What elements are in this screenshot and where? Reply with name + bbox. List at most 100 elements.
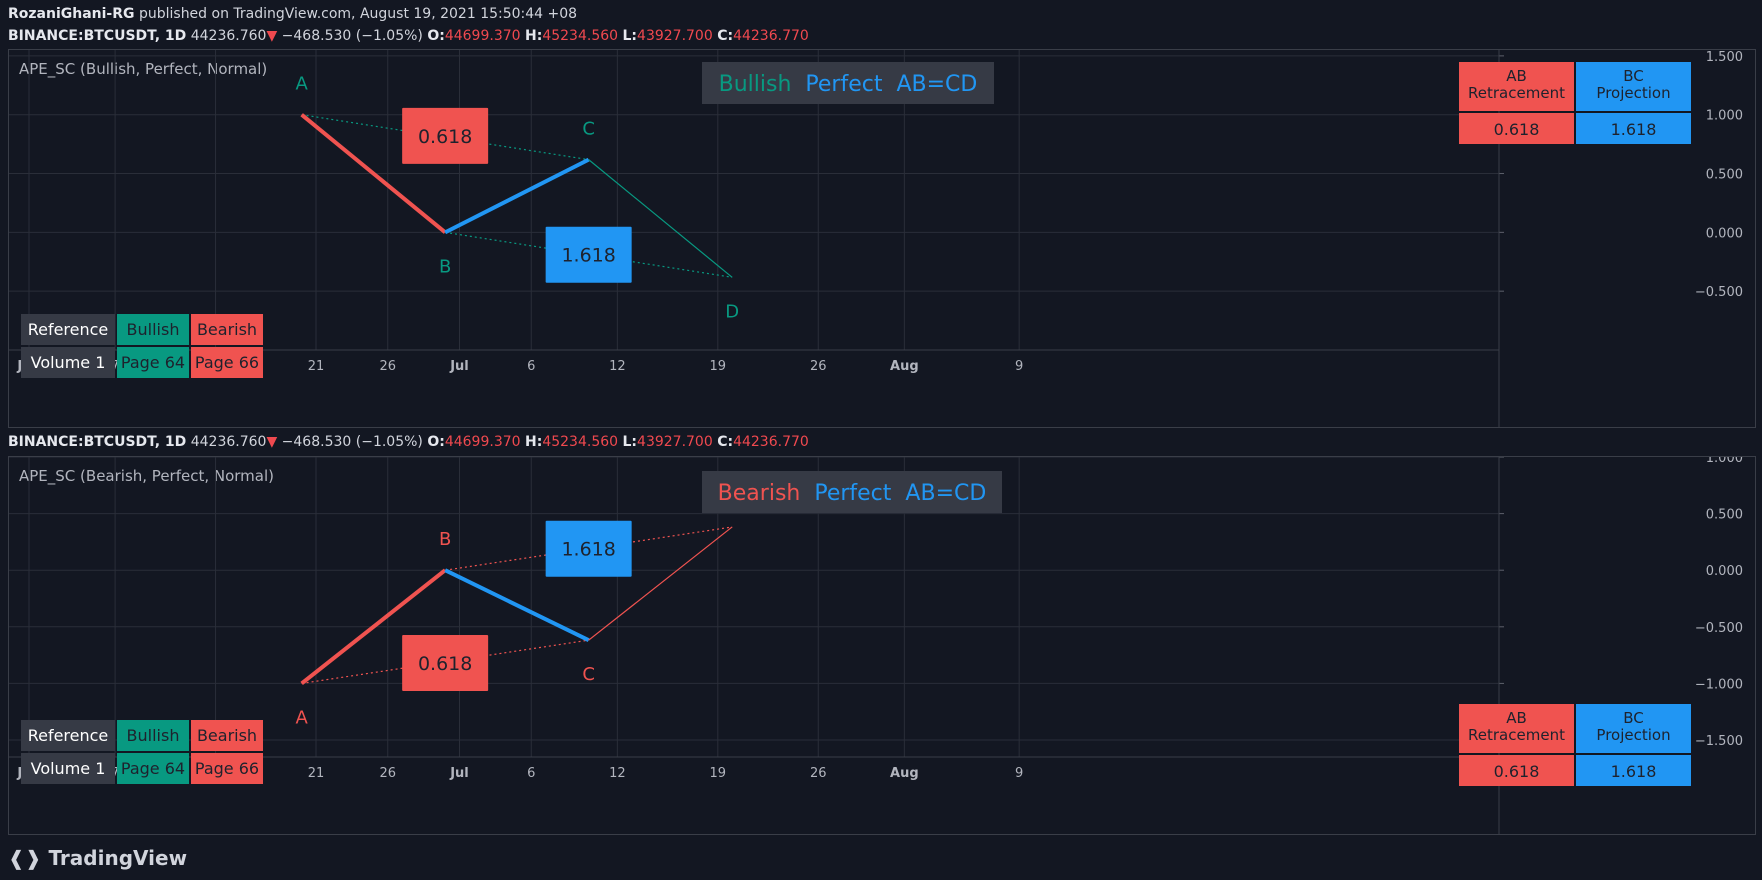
x-tick-label: 7 [111,766,119,781]
x-tick-label: Aug [890,766,919,781]
high-label: H: [525,434,543,450]
low-value: 43927.700 [637,434,713,450]
banner-word: AB=CD [905,481,986,506]
leg-cd [588,159,733,278]
ref-table-text: Bearish [197,726,257,745]
x-tick-label: 9 [1015,359,1023,374]
x-tick-label: 21 [308,359,325,374]
ratio-box [545,226,632,283]
x-tick-label: 26 [810,359,827,374]
x-tick-label: 26 [810,766,827,781]
leg-cd [588,526,733,641]
symbol-line-bottom: BINANCE:BTCUSDT, 1D 44236.760▼ −468.530 … [8,434,809,450]
banner-word: Bullish [719,72,792,97]
ratio-label: 1.618 [561,539,615,561]
x-tick-label: 12 [609,766,626,781]
info-table-header-text: AB [1506,709,1527,727]
point-label-a: A [295,74,308,95]
ref-table-cell [21,314,115,345]
symbol-name[interactable]: BINANCE:BTCUSDT, 1D [8,434,187,450]
symbol-price: 44236.760 [190,28,267,44]
ref-table-cell [117,347,189,378]
ref-table-cell [191,347,263,378]
tradingview-logo[interactable]: ❰❱ TradingView [8,846,187,870]
ref-table-text: Reference [28,320,109,339]
point-label-a: A [295,707,308,728]
low-label: L: [622,28,638,44]
info-table-value-cell [1459,113,1574,144]
indicator-title[interactable]: APE_SC (Bearish, Perfect, Normal) [19,467,275,485]
symbol-change: −468.530 (−1.05%) [281,434,423,450]
leg-bc [444,157,590,235]
ref-table-text: Bullish [127,726,180,745]
ref-table-text: Volume 1 [31,353,106,372]
info-table-header-text: Retracement [1468,726,1565,744]
info-table-header-cell [1576,704,1691,753]
chart-svg-bullish: Jun7142126Jul6121926Aug91.5001.0000.5000… [9,50,1743,427]
ref-table-cell [117,314,189,345]
banner-word: Perfect [814,481,891,506]
chart-panel-bullish[interactable]: APE_SC (Bullish, Perfect, Normal) Jun714… [8,49,1756,428]
y-tick-label: 0.500 [1706,508,1743,523]
info-table-header-cell [1459,62,1574,111]
publisher-user[interactable]: RozaniGhani-RG [8,6,135,22]
ref-table-text: Volume 1 [31,759,106,778]
ratio-box [545,520,632,577]
symbol-line-top: BINANCE:BTCUSDT, 1D 44236.760▼ −468.530 … [8,28,809,44]
ref-table-cell [21,347,115,378]
ref-table-cell [21,720,115,751]
ratio-box [402,107,489,164]
close-value: 44236.770 [733,434,809,450]
banner-word: Perfect [805,72,882,97]
chart-panel-bearish[interactable]: APE_SC (Bearish, Perfect, Normal) Jun714… [8,456,1756,835]
ratio-label: 1.618 [561,245,615,267]
leg-ab [300,113,447,234]
close-label: C: [717,434,734,450]
high-value: 45234.560 [542,28,619,44]
point-label-b: B [439,529,451,550]
y-tick-label: 0.000 [1706,564,1743,579]
info-table-value-text: 1.618 [1611,120,1657,139]
symbol-price: 44236.760 [190,434,267,450]
x-tick-label: 21 [308,766,325,781]
info-table-header-text: BC [1623,67,1644,85]
pattern-banner-text: Bearish Perfect AB=CD [718,481,987,506]
ref-table-cell [117,753,189,784]
indicator-title[interactable]: APE_SC (Bullish, Perfect, Normal) [19,60,268,78]
y-tick-label: 1.000 [1706,109,1743,124]
banner-word: AB=CD [896,72,977,97]
y-tick-label: −0.500 [1695,621,1743,636]
down-arrow-icon: ▼ [266,28,278,44]
pattern-banner [702,471,1002,513]
point-label-b: B [439,256,451,277]
y-tick-label: 0.500 [1706,168,1743,183]
info-table-header-text: BC [1623,709,1644,727]
y-tick-label: 0.000 [1706,226,1743,241]
info-table-value-cell [1459,755,1574,786]
ref-table-cell [191,753,263,784]
ref-table-cell [117,720,189,751]
info-table-header-cell [1459,704,1574,753]
ref-table-text: Page 66 [195,353,259,372]
y-tick-label: 1.500 [1706,50,1743,65]
ratio-label: 0.618 [418,126,472,148]
x-tick-label: 9 [1015,766,1023,781]
info-table-header-text: Retracement [1468,84,1565,102]
point-label-c: C [582,664,595,685]
ref-table-cell [21,753,115,784]
leg-bc [444,568,590,642]
brand-text: TradingView [48,846,188,870]
info-table-header-text: AB [1506,67,1527,85]
open-label: O: [427,28,445,44]
y-tick-label: −1.500 [1695,734,1743,749]
info-table-header-text: Projection [1596,84,1670,102]
leg-ab [300,568,447,685]
x-tick-label: 26 [379,359,396,374]
ref-table-text: Page 64 [121,353,185,372]
x-tick-label: 12 [609,359,626,374]
pattern-banner-text: Bullish Perfect AB=CD [719,72,978,97]
symbol-name[interactable]: BINANCE:BTCUSDT, 1D [8,28,187,44]
x-tick-label: 6 [527,766,535,781]
info-table-header-text: Projection [1596,726,1670,744]
ratio-box [402,635,489,692]
